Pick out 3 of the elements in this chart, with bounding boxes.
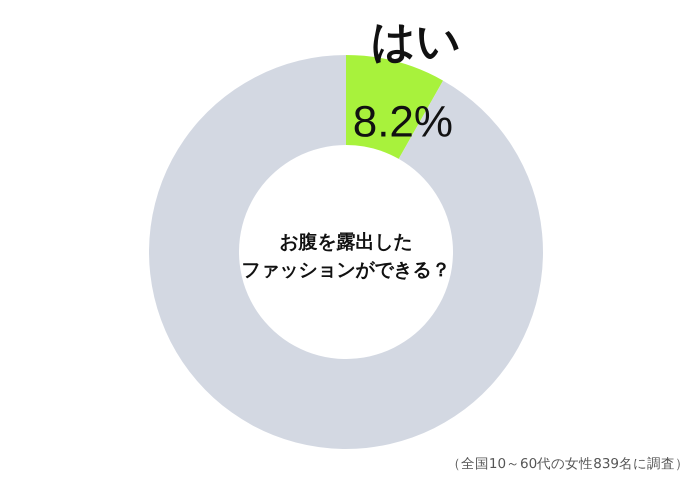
- text: （全国10～60代の女性839名に調査）: [446, 456, 689, 472]
- slice-label: はい: [370, 16, 461, 68]
- text: お腹を露出したファッションができる？: [242, 231, 450, 281]
